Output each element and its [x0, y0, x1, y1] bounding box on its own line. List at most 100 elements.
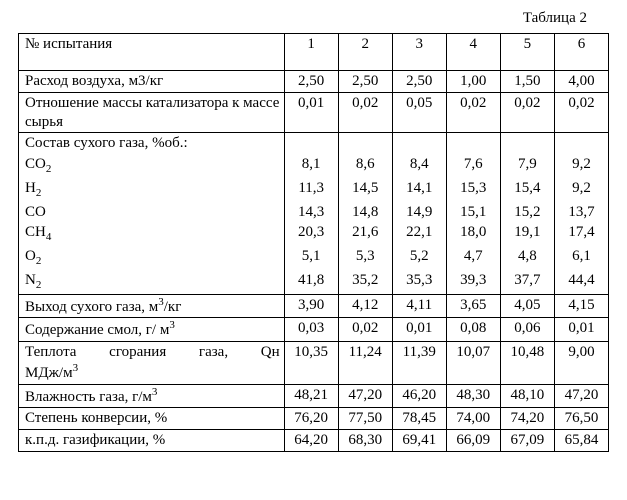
cell-value: 11,39 — [392, 342, 446, 385]
cell-value: 4,05 — [500, 294, 554, 318]
header-col: 4 — [446, 34, 500, 71]
cell-value: 9,2 — [554, 154, 608, 178]
cell-value: 7,6 — [446, 154, 500, 178]
cell-value: 65,84 — [554, 430, 608, 452]
cell-value: 18,0 — [446, 222, 500, 246]
cell-value: 22,1 — [392, 222, 446, 246]
header-col: 2 — [338, 34, 392, 71]
row-label: CO — [19, 202, 285, 223]
cell-value: 7,9 — [500, 154, 554, 178]
table-row: Влажность газа, г/м348,2147,2046,2048,30… — [19, 384, 609, 408]
table-header-row: № испытания 1 2 3 4 5 6 — [19, 34, 609, 71]
cell-value: 74,00 — [446, 408, 500, 430]
cell-value: 48,30 — [446, 384, 500, 408]
table-row: H211,314,514,115,315,49,2 — [19, 178, 609, 202]
table-row: к.п.д. газификации, %64,2068,3069,4166,0… — [19, 430, 609, 452]
cell-value: 19,1 — [500, 222, 554, 246]
table-row: Выход сухого газа, м3/кг3,904,124,113,65… — [19, 294, 609, 318]
cell-value: 5,2 — [392, 246, 446, 270]
cell-value: 69,41 — [392, 430, 446, 452]
table-row: Расход воздуха, м3/кг2,502,502,501,001,5… — [19, 71, 609, 93]
cell-value: 68,30 — [338, 430, 392, 452]
table-row: CO14,314,814,915,115,213,7 — [19, 202, 609, 223]
header-col: 6 — [554, 34, 608, 71]
cell-value: 1,50 — [500, 71, 554, 93]
cell-value: 10,07 — [446, 342, 500, 385]
cell-value: 4,15 — [554, 294, 608, 318]
cell-value: 0,01 — [392, 318, 446, 342]
cell-value: 8,4 — [392, 154, 446, 178]
table-row: CH420,321,622,118,019,117,4 — [19, 222, 609, 246]
row-label: CO2 — [19, 154, 285, 178]
cell-value: 13,7 — [554, 202, 608, 223]
cell-value: 8,1 — [284, 154, 338, 178]
cell-value: 76,20 — [284, 408, 338, 430]
cell-value: 15,1 — [446, 202, 500, 223]
header-col: 1 — [284, 34, 338, 71]
row-label: Влажность газа, г/м3 — [19, 384, 285, 408]
cell-value: 5,3 — [338, 246, 392, 270]
table-row: Состав сухого газа, %об.: — [19, 133, 609, 154]
cell-value: 0,02 — [338, 318, 392, 342]
cell-value: 48,10 — [500, 384, 554, 408]
cell-value: 64,20 — [284, 430, 338, 452]
cell-value: 14,9 — [392, 202, 446, 223]
cell-value: 0,02 — [446, 92, 500, 133]
cell-value: 0,01 — [284, 92, 338, 133]
cell-value: 0,02 — [338, 92, 392, 133]
cell-value: 4,7 — [446, 246, 500, 270]
cell-value: 9,2 — [554, 178, 608, 202]
row-label: N2 — [19, 270, 285, 294]
cell-value: 20,3 — [284, 222, 338, 246]
cell-value: 47,20 — [554, 384, 608, 408]
cell-value: 8,6 — [338, 154, 392, 178]
cell-value: 11,24 — [338, 342, 392, 385]
cell-value: 4,12 — [338, 294, 392, 318]
cell-value: 78,45 — [392, 408, 446, 430]
cell-value: 3,65 — [446, 294, 500, 318]
cell-value: 14,1 — [392, 178, 446, 202]
header-label: № испытания — [19, 34, 285, 71]
table-row: Степень конверсии, %76,2077,5078,4574,00… — [19, 408, 609, 430]
cell-value: 66,09 — [446, 430, 500, 452]
row-label: Состав сухого газа, %об.: — [19, 133, 285, 154]
cell-value: 39,3 — [446, 270, 500, 294]
cell-value: 14,3 — [284, 202, 338, 223]
cell-value — [500, 133, 554, 154]
cell-value: 2,50 — [338, 71, 392, 93]
data-table: № испытания 1 2 3 4 5 6 Расход воздуха, … — [18, 33, 609, 452]
cell-value: 5,1 — [284, 246, 338, 270]
cell-value: 76,50 — [554, 408, 608, 430]
row-label: Степень конверсии, % — [19, 408, 285, 430]
row-label: O2 — [19, 246, 285, 270]
cell-value: 77,50 — [338, 408, 392, 430]
cell-value: 47,20 — [338, 384, 392, 408]
cell-value: 0,03 — [284, 318, 338, 342]
table-row: N241,835,235,339,337,744,4 — [19, 270, 609, 294]
cell-value: 9,00 — [554, 342, 608, 385]
cell-value: 37,7 — [500, 270, 554, 294]
row-label: к.п.д. газификации, % — [19, 430, 285, 452]
table-caption: Таблица 2 — [18, 10, 609, 27]
cell-value: 15,3 — [446, 178, 500, 202]
cell-value: 44,4 — [554, 270, 608, 294]
cell-value: 17,4 — [554, 222, 608, 246]
cell-value: 4,00 — [554, 71, 608, 93]
cell-value: 2,50 — [392, 71, 446, 93]
cell-value: 11,3 — [284, 178, 338, 202]
cell-value: 67,09 — [500, 430, 554, 452]
cell-value: 10,48 — [500, 342, 554, 385]
cell-value: 2,50 — [284, 71, 338, 93]
table-row: Отношение массы катализатора к массе сыр… — [19, 92, 609, 133]
table-row: Содержание смол, г/ м30,030,020,010,080,… — [19, 318, 609, 342]
cell-value: 35,3 — [392, 270, 446, 294]
row-label: Выход сухого газа, м3/кг — [19, 294, 285, 318]
cell-value: 0,06 — [500, 318, 554, 342]
row-label: Теплота сгорания газа, QнМДж/м3 — [19, 342, 285, 385]
cell-value: 15,2 — [500, 202, 554, 223]
row-label: Расход воздуха, м3/кг — [19, 71, 285, 93]
cell-value — [284, 133, 338, 154]
cell-value: 21,6 — [338, 222, 392, 246]
cell-value: 0,02 — [500, 92, 554, 133]
cell-value: 6,1 — [554, 246, 608, 270]
